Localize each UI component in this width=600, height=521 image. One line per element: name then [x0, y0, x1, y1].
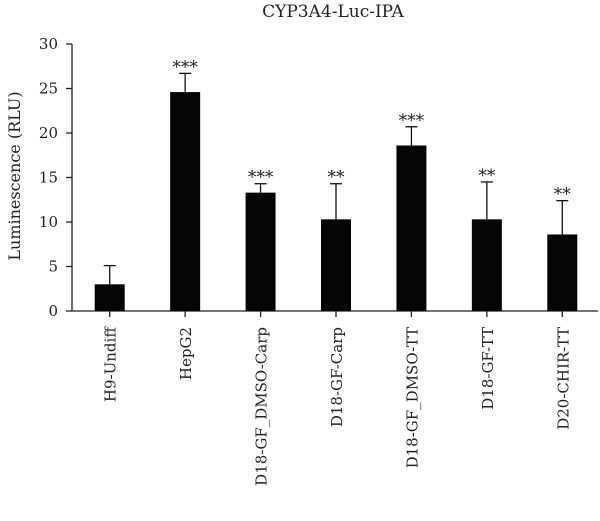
y-tick-label: 0 [48, 302, 58, 320]
bar [547, 234, 578, 311]
significance-label: *** [399, 111, 425, 131]
significance-label: ** [328, 168, 346, 188]
x-tick-labels: H9-Undiff HepG2 D18-GF_DMSO-Carp D18-GF-Car… [102, 311, 572, 486]
significance-label: ** [554, 185, 572, 205]
error-bars [103, 72, 569, 285]
significance-label: *** [248, 168, 274, 188]
x-tick-label: D18-GF-Carp [328, 327, 346, 427]
bar [321, 219, 351, 311]
bar [471, 219, 502, 311]
y-tick-label: 25 [39, 80, 58, 98]
significance-label: ** [478, 166, 496, 186]
y-tick-label: 15 [39, 169, 58, 187]
x-tick-label: HepG2 [177, 327, 195, 380]
significance-label: *** [172, 57, 198, 77]
y-tick-label: 5 [48, 258, 58, 276]
bar [94, 284, 125, 311]
bars [94, 92, 578, 311]
x-tick-label: D20-CHIR-TT [554, 327, 572, 430]
bar [396, 145, 427, 311]
bar [245, 192, 276, 311]
y-tick-label: 20 [39, 124, 58, 142]
x-tick-label: D18-GF-TT [479, 327, 497, 410]
y-tick-label: 30 [39, 35, 58, 53]
significance-markers: ****** ********* [172, 57, 571, 204]
x-tick-label: D18-GF_DMSO-Carp [253, 327, 271, 486]
y-ticks: 0 5 10 15 20 25 30 [39, 35, 72, 320]
x-tick-label: D18-GF_DMSO-TT [403, 327, 421, 468]
bar [170, 92, 201, 311]
chart-title: CYP3A4-Luc-IPA [262, 2, 404, 22]
y-axis-label: Luminescence (RLU) [5, 91, 24, 260]
x-tick-label: H9-Undiff [102, 326, 120, 402]
y-tick-label: 10 [39, 213, 58, 231]
